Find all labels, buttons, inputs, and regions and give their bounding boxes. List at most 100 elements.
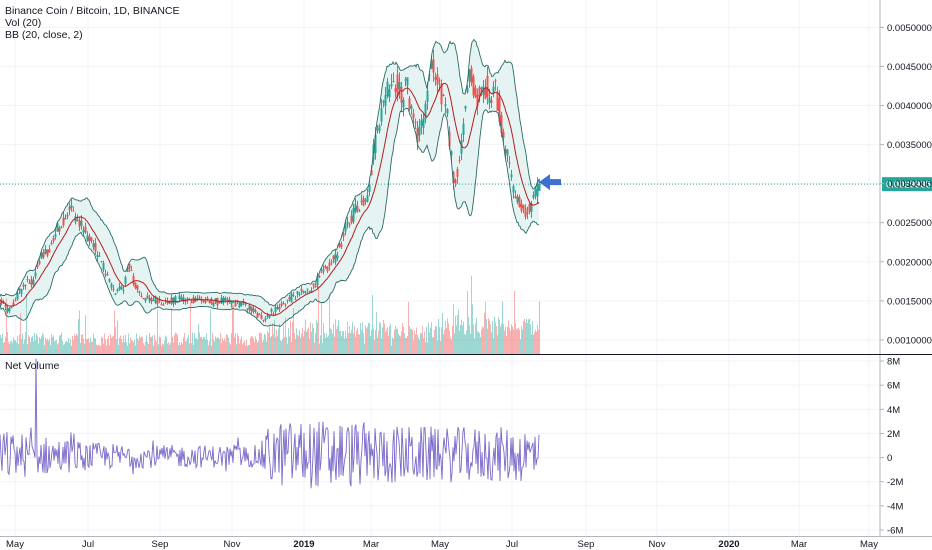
volume-bar bbox=[190, 303, 191, 354]
volume-bar bbox=[389, 326, 390, 354]
candle-body bbox=[78, 219, 81, 227]
volume-bar bbox=[491, 332, 492, 354]
candle-body bbox=[100, 260, 103, 262]
volume-bar bbox=[426, 326, 427, 354]
candle-body bbox=[470, 67, 473, 83]
candle-body bbox=[264, 318, 267, 320]
volume-bar bbox=[508, 320, 509, 354]
candle-body bbox=[74, 216, 77, 223]
candle-body bbox=[410, 106, 413, 109]
volume-bar bbox=[483, 327, 484, 354]
volume-bar bbox=[447, 318, 448, 354]
candle-body bbox=[430, 60, 433, 69]
volume-bar bbox=[45, 337, 46, 354]
candle-body bbox=[4, 305, 7, 307]
volume-bar bbox=[514, 290, 515, 354]
candle-body bbox=[522, 205, 525, 209]
volume-bar bbox=[412, 329, 413, 354]
volume-bar bbox=[388, 335, 389, 354]
candle-body bbox=[34, 272, 37, 277]
volume-bar bbox=[112, 336, 113, 354]
volume-bar bbox=[331, 329, 332, 354]
volume-bar bbox=[367, 326, 368, 354]
netvol-tick-label: -6M bbox=[887, 525, 903, 536]
volume-bar bbox=[498, 317, 499, 354]
volume-bar bbox=[434, 329, 435, 354]
candle-body bbox=[104, 273, 107, 275]
volume-bar bbox=[282, 338, 283, 354]
volume-bar bbox=[259, 332, 260, 354]
candle-body bbox=[138, 291, 141, 293]
volume-bar bbox=[7, 332, 8, 354]
volume-bar bbox=[306, 331, 307, 354]
volume-bar bbox=[293, 308, 294, 354]
volume-bar bbox=[529, 318, 530, 354]
candle-body bbox=[252, 308, 255, 312]
volume-bar bbox=[536, 331, 537, 354]
arrow-left-icon bbox=[539, 174, 561, 191]
volume-bar bbox=[54, 341, 55, 354]
volume-bar bbox=[66, 340, 67, 354]
candle-body bbox=[144, 298, 147, 301]
volume-bar bbox=[22, 333, 23, 354]
volume-bar bbox=[479, 333, 480, 354]
volume-bar bbox=[261, 333, 262, 354]
candle-body bbox=[112, 288, 115, 290]
candle-body bbox=[288, 297, 291, 300]
candle-body bbox=[518, 197, 521, 207]
candle-body bbox=[538, 184, 541, 191]
candle-body bbox=[48, 249, 51, 253]
volume-bar bbox=[69, 342, 70, 354]
candle-body bbox=[438, 80, 441, 82]
x-tick-label: May bbox=[860, 539, 878, 550]
volume-bar bbox=[395, 326, 396, 354]
candle-body bbox=[206, 297, 209, 299]
volume-bar bbox=[56, 340, 57, 354]
volume-bar bbox=[360, 323, 361, 354]
volume-bar bbox=[70, 339, 71, 354]
volume-bar bbox=[195, 338, 196, 354]
candle-body bbox=[124, 277, 127, 284]
volume-bar bbox=[531, 334, 532, 354]
candle-body bbox=[534, 189, 537, 196]
volume-bar bbox=[311, 331, 312, 354]
candle-body bbox=[382, 101, 385, 103]
legend-volume: Vol (20) bbox=[5, 17, 42, 29]
volume-bar bbox=[246, 339, 247, 354]
candle-body bbox=[148, 297, 151, 301]
candle-body bbox=[32, 280, 35, 285]
volume-bar bbox=[519, 329, 520, 354]
volume-bar bbox=[461, 319, 462, 354]
volume-bar bbox=[312, 323, 313, 354]
volume-bar bbox=[193, 345, 194, 354]
volume-bar bbox=[180, 344, 181, 354]
volume-bar bbox=[354, 326, 355, 354]
volume-bar bbox=[44, 345, 45, 354]
candle-body bbox=[398, 81, 401, 90]
volume-bar bbox=[182, 343, 183, 354]
candle-body bbox=[196, 298, 199, 300]
volume-bar bbox=[171, 308, 172, 354]
volume-bar bbox=[339, 330, 340, 354]
volume-bar bbox=[167, 343, 168, 354]
volume-bar bbox=[181, 342, 182, 354]
candle-body bbox=[388, 89, 391, 98]
volume-bar bbox=[201, 336, 202, 354]
candle-body bbox=[62, 217, 65, 226]
volume-bar bbox=[139, 335, 140, 354]
candle-body bbox=[516, 196, 519, 203]
volume-bar bbox=[413, 340, 414, 354]
candle-body bbox=[238, 302, 241, 308]
volume-bar bbox=[124, 341, 125, 354]
candle-body bbox=[68, 206, 71, 211]
candle-body bbox=[422, 118, 425, 128]
candle-body bbox=[322, 269, 325, 272]
candle-body bbox=[476, 95, 479, 107]
volume-bar bbox=[415, 334, 416, 354]
volume-bar bbox=[313, 328, 314, 354]
candle-body bbox=[324, 266, 327, 269]
volume-bar bbox=[212, 333, 213, 354]
candle-body bbox=[132, 275, 135, 285]
volume-bar bbox=[376, 312, 377, 354]
